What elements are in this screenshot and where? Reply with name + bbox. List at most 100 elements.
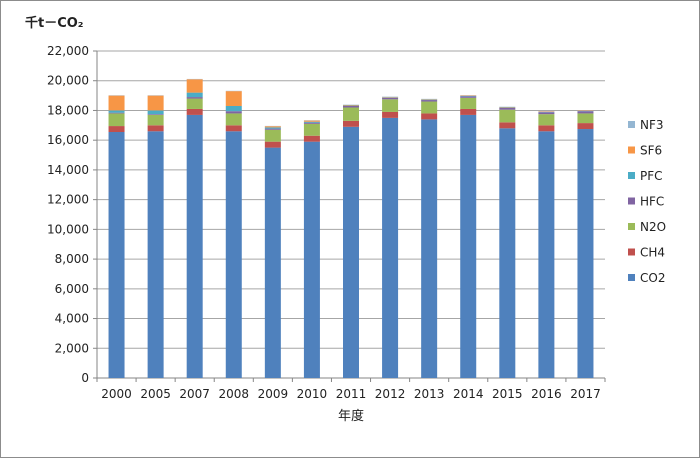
bar-segment-hfc-2005 bbox=[147, 114, 164, 115]
y-tick-label: 10,000 bbox=[47, 222, 89, 236]
bar-segment-co2-2011 bbox=[343, 126, 359, 378]
bar-segment-pfc-2009 bbox=[264, 127, 281, 129]
bar-segment-ch4-2017 bbox=[577, 123, 594, 130]
y-tick-label: 20,000 bbox=[47, 74, 89, 88]
bar-segment-ch4-2014 bbox=[460, 108, 477, 115]
bar-segment-co2-2012 bbox=[382, 117, 399, 378]
bar-segment-co2-2007 bbox=[186, 114, 203, 378]
bar-segment-co2-2014 bbox=[460, 114, 477, 378]
bar-segment-pfc-2005 bbox=[147, 110, 164, 115]
y-tick-label: 22,000 bbox=[47, 44, 89, 58]
x-tick-label: 2012 bbox=[375, 387, 406, 401]
bar-segment-ch4-2012 bbox=[382, 111, 399, 118]
bar-segment-pfc-2000 bbox=[108, 110, 125, 113]
bar-segment-pfc-2007 bbox=[186, 92, 203, 98]
y-axis-unit-label: 千t－CO₂ bbox=[25, 16, 84, 31]
x-tick-label: 2014 bbox=[453, 387, 484, 401]
legend-label-sf6: SF6 bbox=[640, 144, 662, 158]
x-tick-label: 2007 bbox=[179, 387, 210, 401]
bar-segment-n2o-2005 bbox=[147, 114, 164, 126]
y-tick-label: 12,000 bbox=[47, 193, 89, 207]
bar-segment-n2o-2008 bbox=[225, 113, 242, 126]
legend-swatch-nf3 bbox=[628, 121, 635, 128]
x-tick-label: 2011 bbox=[336, 387, 367, 401]
bar-segment-ch4-2009 bbox=[264, 141, 281, 148]
legend-label-nf3: NF3 bbox=[640, 118, 664, 132]
bar-segment-hfc-2000 bbox=[108, 112, 125, 114]
x-tick-label: 2010 bbox=[297, 387, 328, 401]
bar-segment-ch4-2005 bbox=[147, 125, 164, 132]
legend-swatch-n2o bbox=[628, 223, 635, 230]
bar-segment-n2o-2015 bbox=[499, 109, 516, 123]
bar-segment-n2o-2007 bbox=[186, 98, 203, 109]
bar-segment-hfc-2008 bbox=[225, 111, 242, 114]
y-tick-label: 6,000 bbox=[55, 282, 89, 296]
bar-segment-sf6-2010 bbox=[303, 120, 320, 122]
bar-segment-co2-2013 bbox=[421, 119, 438, 379]
bar-segment-co2-2015 bbox=[499, 128, 516, 378]
bar-segment-co2-2000 bbox=[108, 132, 125, 378]
y-tick-label: 18,000 bbox=[47, 103, 89, 117]
bar-segment-ch4-2016 bbox=[538, 125, 555, 132]
x-axis-title: 年度 bbox=[338, 408, 364, 424]
x-tick-label: 2009 bbox=[258, 387, 289, 401]
bar-segment-ch4-2013 bbox=[421, 113, 438, 120]
bar-segment-ch4-2008 bbox=[225, 125, 242, 132]
bar-segment-co2-2008 bbox=[225, 131, 242, 378]
bar-segment-n2o-2010 bbox=[303, 123, 320, 136]
bar-segment-sf6-2000 bbox=[108, 95, 125, 111]
bar-segment-co2-2016 bbox=[538, 131, 555, 378]
bar-segment-hfc-2010 bbox=[303, 122, 320, 124]
legend-swatch-ch4 bbox=[628, 248, 635, 256]
bar-segment-co2-2010 bbox=[303, 141, 320, 378]
y-tick-label: 14,000 bbox=[47, 163, 89, 177]
legend-swatch-pfc bbox=[628, 172, 635, 179]
bar-segment-hfc-2007 bbox=[186, 97, 203, 99]
bar-segment-ch4-2000 bbox=[108, 126, 125, 133]
bar-segment-hfc-2017 bbox=[577, 111, 594, 114]
y-tick-label: 4,000 bbox=[55, 312, 89, 326]
y-tick-label: 2,000 bbox=[55, 341, 89, 355]
bar-segment-n2o-2009 bbox=[264, 129, 281, 142]
y-tick-label: 8,000 bbox=[55, 252, 89, 266]
legend-swatch-sf6 bbox=[628, 146, 635, 154]
bar-segment-ch4-2010 bbox=[303, 135, 320, 142]
x-tick-label: 2000 bbox=[101, 387, 132, 401]
bar-segment-n2o-2000 bbox=[108, 113, 125, 127]
legend-swatch-hfc bbox=[628, 197, 635, 205]
y-tick-label: 16,000 bbox=[47, 133, 89, 147]
bar-segment-sf6-2011 bbox=[343, 104, 359, 106]
legend-label-n2o: N2O bbox=[640, 220, 666, 234]
bar-segment-pfc-2010 bbox=[303, 121, 320, 123]
bar-segment-sf6-2005 bbox=[147, 95, 164, 111]
legend-label-pfc: PFC bbox=[640, 169, 663, 183]
x-tick-label: 2013 bbox=[414, 387, 445, 401]
legend-swatch-co2 bbox=[628, 274, 635, 281]
bar-segment-pfc-2008 bbox=[225, 106, 242, 112]
bar-segment-hfc-2011 bbox=[343, 106, 359, 108]
bar-segment-sf6-2007 bbox=[186, 79, 203, 93]
bar-segment-hfc-2013 bbox=[421, 100, 438, 102]
bar-segment-sf6-2008 bbox=[225, 91, 242, 106]
y-tick-label: 0 bbox=[81, 371, 89, 385]
bar-segment-ch4-2011 bbox=[343, 120, 359, 127]
bar-segment-co2-2005 bbox=[147, 131, 164, 378]
bar-segment-n2o-2016 bbox=[538, 114, 555, 126]
bar-segment-hfc-2016 bbox=[538, 112, 555, 115]
bar-segment-hfc-2009 bbox=[264, 128, 281, 130]
x-tick-label: 2017 bbox=[570, 387, 601, 401]
bar-segment-n2o-2012 bbox=[382, 99, 399, 112]
legend-label-ch4: CH4 bbox=[640, 246, 665, 260]
bar-segment-n2o-2014 bbox=[460, 97, 477, 109]
bar-segment-n2o-2011 bbox=[343, 107, 359, 121]
legend-label-hfc: HFC bbox=[640, 195, 664, 209]
bar-segment-hfc-2014 bbox=[460, 96, 477, 98]
x-tick-label: 2008 bbox=[218, 387, 249, 401]
x-tick-label: 2016 bbox=[531, 387, 562, 401]
legend-label-co2: CO2 bbox=[640, 271, 665, 285]
x-tick-label: 2005 bbox=[140, 387, 171, 401]
bar-segment-n2o-2017 bbox=[577, 113, 594, 124]
bar-segment-hfc-2012 bbox=[382, 97, 399, 100]
